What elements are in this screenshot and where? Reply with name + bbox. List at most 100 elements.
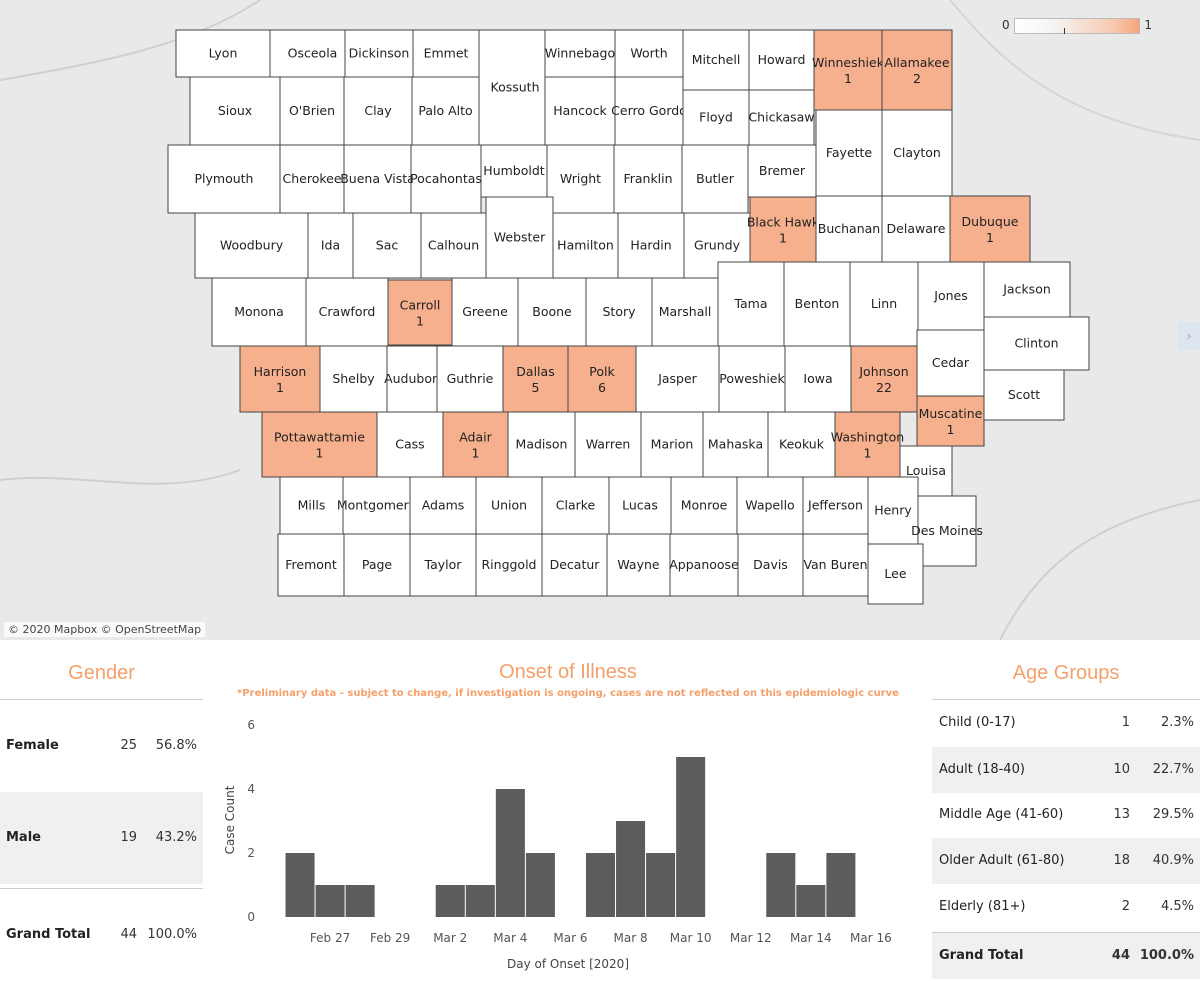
county-shape[interactable] xyxy=(813,29,883,111)
county-jasper[interactable]: Jasper xyxy=(635,345,720,413)
county-madison[interactable]: Madison xyxy=(507,411,576,478)
county-shape[interactable] xyxy=(541,533,608,597)
onset-bar-feb-28[interactable] xyxy=(345,885,375,917)
county-clarke[interactable]: Clarke xyxy=(541,476,610,535)
county-sac[interactable]: Sac xyxy=(352,212,422,279)
county-shape[interactable] xyxy=(917,495,977,567)
county-shape[interactable] xyxy=(737,533,804,597)
county-shape[interactable] xyxy=(651,277,719,347)
county-shape[interactable] xyxy=(269,29,356,78)
county-shape[interactable] xyxy=(211,277,307,347)
map-attribution[interactable]: © 2020 Mapbox © OpenStreetMap xyxy=(4,622,206,637)
onset-bar-mar-3[interactable] xyxy=(465,885,495,917)
county-davis[interactable]: Davis xyxy=(737,533,804,597)
county-shape[interactable] xyxy=(747,144,817,198)
county-shape[interactable] xyxy=(850,345,918,413)
county-shape[interactable] xyxy=(239,345,321,413)
county-plymouth[interactable]: Plymouth xyxy=(167,144,281,214)
county-shape[interactable] xyxy=(546,144,615,214)
county-audubon[interactable]: Audubon xyxy=(384,345,440,413)
county-o-brien[interactable]: O'Brien xyxy=(279,76,345,146)
county-shape[interactable] xyxy=(189,76,281,146)
county-iowa[interactable]: Iowa xyxy=(784,345,852,413)
county-shape[interactable] xyxy=(718,345,786,413)
county-shape[interactable] xyxy=(669,533,739,597)
county-shape[interactable] xyxy=(983,369,1065,421)
county-shape[interactable] xyxy=(376,411,444,478)
county-sioux[interactable]: Sioux xyxy=(189,76,281,146)
county-crawford[interactable]: Crawford xyxy=(305,277,389,347)
county-jones[interactable]: Jones xyxy=(917,261,985,331)
onset-bar-mar-13[interactable] xyxy=(766,853,796,917)
county-hardin[interactable]: Hardin xyxy=(617,212,685,279)
onset-bar-feb-27[interactable] xyxy=(315,885,345,917)
county-shape[interactable] xyxy=(748,89,815,146)
county-hamilton[interactable]: Hamilton xyxy=(552,212,619,279)
county-buchanan[interactable]: Buchanan xyxy=(815,195,883,263)
county-jefferson[interactable]: Jefferson xyxy=(802,476,869,535)
county-shape[interactable] xyxy=(409,533,477,597)
map-expand-icon[interactable]: › xyxy=(1178,322,1200,350)
county-delaware[interactable]: Delaware xyxy=(881,195,951,263)
county-howard[interactable]: Howard xyxy=(748,29,815,91)
county-shape[interactable] xyxy=(613,144,683,214)
county-linn[interactable]: Linn xyxy=(849,261,919,347)
onset-bar-mar-5[interactable] xyxy=(525,853,555,917)
county-shape[interactable] xyxy=(175,29,271,78)
county-shape[interactable] xyxy=(916,329,985,397)
county-mills[interactable]: Mills xyxy=(279,476,344,535)
county-shape[interactable] xyxy=(783,261,851,347)
county-monona[interactable]: Monona xyxy=(211,277,307,347)
county-shape[interactable] xyxy=(635,345,720,413)
county-greene[interactable]: Greene xyxy=(451,277,519,347)
county-shape[interactable] xyxy=(567,345,637,413)
county-decatur[interactable]: Decatur xyxy=(541,533,608,597)
county-ringgold[interactable]: Ringgold xyxy=(475,533,543,597)
county-shape[interactable] xyxy=(949,195,1031,263)
county-shape[interactable] xyxy=(480,144,548,198)
county-adams[interactable]: Adams xyxy=(409,476,477,535)
county-shape[interactable] xyxy=(670,476,738,535)
county-van-buren[interactable]: Van Buren xyxy=(802,533,869,597)
county-scott[interactable]: Scott xyxy=(983,369,1065,421)
county-shape[interactable] xyxy=(342,476,411,535)
onset-bar-mar-10[interactable] xyxy=(676,757,706,917)
county-shape[interactable] xyxy=(386,345,438,413)
county-shape[interactable] xyxy=(305,277,389,347)
county-worth[interactable]: Worth xyxy=(614,29,684,78)
county-shape[interactable] xyxy=(412,29,480,78)
county-woodbury[interactable]: Woodbury xyxy=(194,212,309,279)
county-shape[interactable] xyxy=(451,277,519,347)
county-shape[interactable] xyxy=(606,533,671,597)
county-emmet[interactable]: Emmet xyxy=(412,29,480,78)
county-shape[interactable] xyxy=(867,476,919,545)
county-shape[interactable] xyxy=(442,411,509,478)
county-shape[interactable] xyxy=(544,29,616,78)
county-shape[interactable] xyxy=(614,29,684,78)
county-cedar[interactable]: Cedar xyxy=(916,329,985,397)
county-buena-vista[interactable]: Buena Vista xyxy=(340,144,415,214)
county-hancock[interactable]: Hancock xyxy=(544,76,616,146)
onset-bar-chart[interactable]: 0 2 4 6 Feb 27 Feb 29 Mar 2 Mar 4 Mar 6 Mar 8 Mar… xyxy=(210,655,926,980)
county-montgomery[interactable]: Montgomery xyxy=(337,476,417,535)
onset-bar-mar-7[interactable] xyxy=(585,853,616,917)
county-shape[interactable] xyxy=(279,476,344,535)
onset-bar-mar-9[interactable] xyxy=(646,853,676,917)
county-butler[interactable]: Butler xyxy=(681,144,749,214)
onset-bar-mar-4[interactable] xyxy=(495,789,525,917)
county-shape[interactable] xyxy=(279,76,345,146)
county-henry[interactable]: Henry xyxy=(867,476,919,545)
county-tama[interactable]: Tama xyxy=(717,261,785,347)
county-boone[interactable]: Boone xyxy=(517,277,587,347)
county-shape[interactable] xyxy=(485,196,554,279)
county-palo-alto[interactable]: Palo Alto xyxy=(411,76,480,146)
county-poweshiek[interactable]: Poweshiek xyxy=(718,345,786,413)
county-shape[interactable] xyxy=(917,261,985,331)
